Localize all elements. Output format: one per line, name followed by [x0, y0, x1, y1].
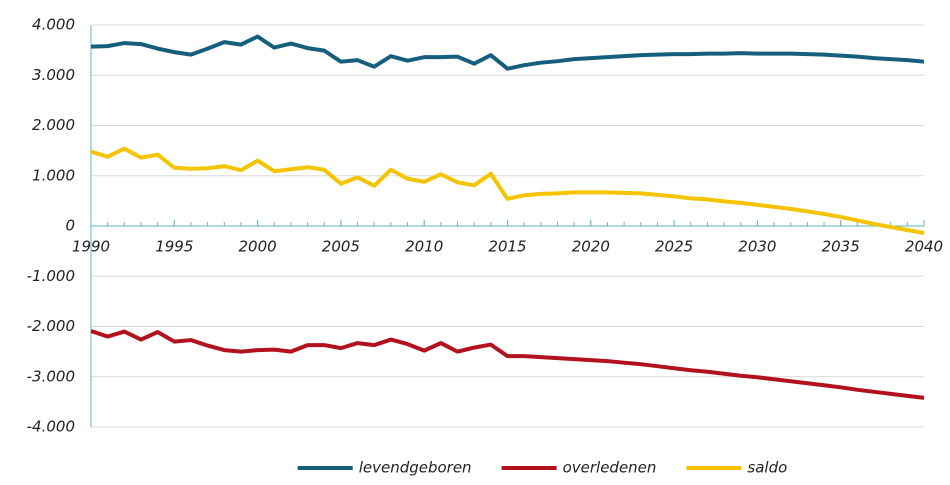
- x-tick-label: 2030: [738, 238, 776, 256]
- x-tick-label: 2040: [905, 238, 943, 256]
- legend-label: overledenen: [563, 459, 657, 477]
- x-tick-label: 2015: [488, 238, 526, 256]
- y-tick-label: 4.000: [32, 16, 75, 34]
- y-tick-label: -3.000: [27, 367, 75, 385]
- legend-label: levendgeboren: [359, 459, 472, 477]
- series-line: [90, 329, 925, 400]
- y-tick-label: -1.000: [27, 267, 75, 285]
- x-tick-label: 2035: [822, 238, 860, 256]
- y-tick-label: -2.000: [27, 317, 75, 335]
- series-line: [90, 146, 925, 236]
- x-tick-label: 2005: [322, 238, 360, 256]
- y-tick-label: -4.000: [27, 418, 75, 436]
- series-line: [90, 34, 925, 71]
- y-tick-label: 3.000: [32, 66, 75, 84]
- x-tick-label: 2025: [655, 238, 693, 256]
- x-tick-label: 2020: [572, 238, 610, 256]
- y-tick-label: 0: [65, 217, 75, 235]
- x-tick-label: 1995: [155, 238, 193, 256]
- x-tick-label: 2000: [239, 238, 277, 256]
- x-tick-label: 1990: [72, 238, 110, 256]
- x-tick-label: 2010: [405, 238, 443, 256]
- legend-label: saldo: [747, 459, 787, 477]
- y-tick-label: 2.000: [32, 116, 75, 134]
- y-tick-label: 1.000: [32, 166, 75, 184]
